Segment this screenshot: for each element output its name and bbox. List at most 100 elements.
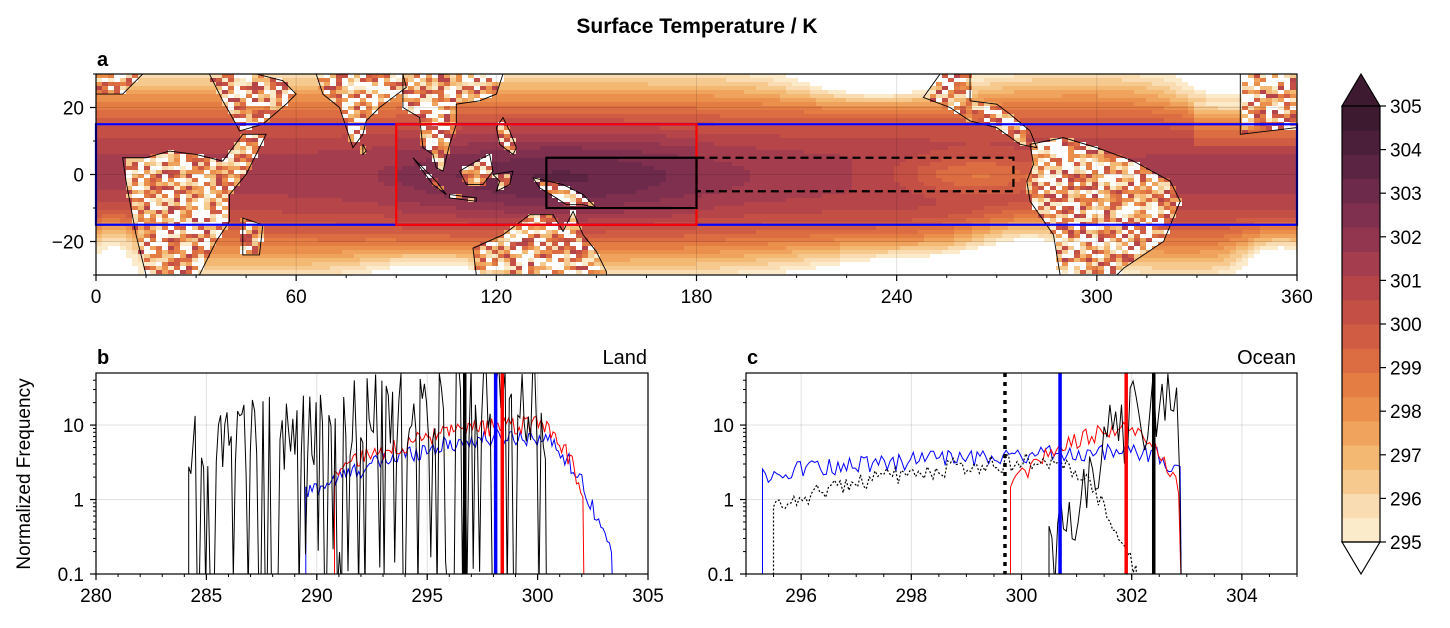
ocean-cell [354, 258, 361, 263]
ocean-cell [342, 210, 349, 215]
ocean-cell [492, 198, 499, 203]
ocean-cell [588, 174, 595, 179]
land-cell [432, 86, 439, 91]
land-cell [240, 78, 247, 83]
land-cell [336, 78, 343, 83]
ocean-cell [432, 234, 439, 239]
ocean-cell [282, 234, 289, 239]
ocean-cell [270, 166, 277, 171]
ocean-cell [360, 166, 367, 171]
land-cell [240, 86, 247, 91]
ocean-cell [312, 214, 319, 219]
land-cell [558, 186, 565, 191]
ocean-cell [546, 102, 553, 107]
land-cell [228, 94, 235, 99]
ocean-cell [114, 106, 121, 111]
land-cell [198, 230, 205, 235]
ocean-cell [378, 166, 385, 171]
ocean-cell [468, 158, 475, 163]
ocean-cell [138, 258, 145, 263]
land-cell [198, 182, 205, 187]
ocean-cell [624, 74, 631, 79]
ocean-cell [564, 174, 571, 179]
land-cell [504, 126, 511, 131]
ocean-cell [414, 158, 421, 163]
ocean-cell [552, 202, 559, 207]
ocean-cell [282, 106, 289, 111]
ocean-cell [240, 198, 247, 203]
ocean-cell [408, 262, 415, 267]
ocean-cell [324, 186, 331, 191]
land-cell [546, 226, 553, 231]
ocean-cell [378, 266, 385, 271]
ocean-cell [486, 182, 493, 187]
ocean-cell [282, 170, 289, 175]
ocean-cell [636, 126, 643, 131]
ocean-cell [630, 198, 637, 203]
ocean-cell [276, 234, 283, 239]
ocean-cell [444, 166, 451, 171]
ocean-cell [630, 138, 637, 143]
ocean-cell [390, 262, 397, 267]
ocean-cell [522, 214, 529, 219]
ocean-cell [378, 186, 385, 191]
ocean-cell [282, 198, 289, 203]
land-cell [474, 178, 481, 183]
ocean-cell [390, 186, 397, 191]
ocean-cell [552, 94, 559, 99]
land-cell [558, 234, 565, 239]
ocean-cell [618, 134, 625, 139]
ocean-cell [186, 110, 193, 115]
ocean-cell [492, 214, 499, 219]
ocean-cell [654, 174, 661, 179]
ocean-cell [654, 186, 661, 191]
ocean-cell [324, 206, 331, 211]
ocean-cell [216, 246, 223, 251]
ocean-cell [216, 94, 223, 99]
land-cell [504, 230, 511, 235]
land-cell [540, 250, 547, 255]
ocean-cell [306, 110, 313, 115]
land-cell [540, 262, 547, 267]
land-cell [150, 194, 157, 199]
ocean-cell [108, 190, 115, 195]
ocean-cell [564, 110, 571, 115]
ocean-cell [552, 174, 559, 179]
land-cell [264, 102, 271, 107]
ocean-cell [306, 194, 313, 199]
ocean-cell [366, 254, 373, 259]
ocean-cell [132, 110, 139, 115]
ocean-cell [558, 158, 565, 163]
ocean-cell [522, 206, 529, 211]
ocean-cell [432, 258, 439, 263]
ocean-cell [432, 206, 439, 211]
ocean-cell [468, 218, 475, 223]
ocean-cell [408, 150, 415, 155]
ocean-cell [156, 98, 163, 103]
ocean-cell [468, 150, 475, 155]
land-cell [150, 250, 157, 255]
land-cell [162, 234, 169, 239]
land-cell [450, 106, 457, 111]
ocean-cell [150, 142, 157, 147]
ocean-cell [498, 230, 505, 235]
ocean-cell [426, 234, 433, 239]
ocean-cell [312, 206, 319, 211]
land-cell [420, 82, 427, 87]
land-cell [222, 190, 229, 195]
ocean-cell [402, 254, 409, 259]
ocean-cell [204, 118, 211, 123]
ocean-cell [564, 118, 571, 123]
ocean-cell [444, 230, 451, 235]
ocean-cell [360, 174, 367, 179]
ocean-cell [408, 186, 415, 191]
land-cell [492, 250, 499, 255]
land-cell [504, 270, 511, 275]
ocean-cell [132, 90, 139, 95]
ocean-cell [486, 230, 493, 235]
land-cell [204, 242, 211, 247]
ocean-cell [564, 114, 571, 119]
ocean-cell [312, 182, 319, 187]
ocean-cell [654, 250, 661, 255]
ocean-cell [168, 106, 175, 111]
